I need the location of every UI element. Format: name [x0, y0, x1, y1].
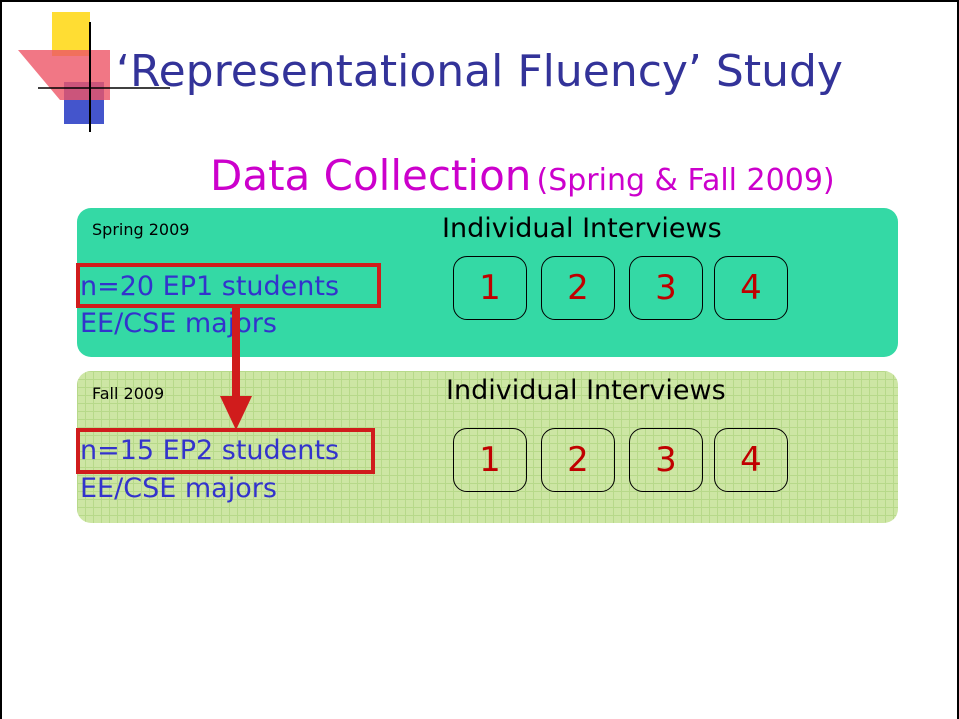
slide: ‘Representational Fluency’ Study Data Co… — [0, 0, 959, 719]
arrow — [0, 0, 959, 719]
